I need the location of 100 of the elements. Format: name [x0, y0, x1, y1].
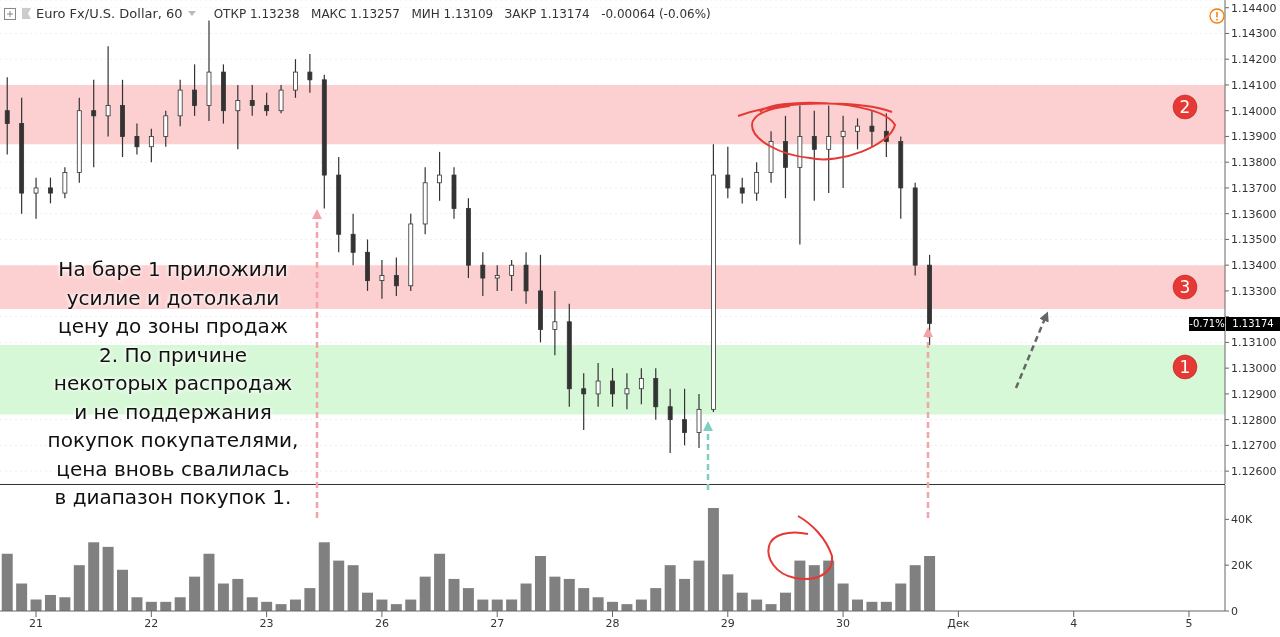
bar — [44, 594, 56, 611]
bar — [16, 583, 28, 611]
bar — [246, 597, 258, 611]
bar — [563, 578, 575, 611]
bar — [232, 578, 244, 611]
candlestick — [33, 177, 39, 220]
y-tick-label: 1.13400 — [1231, 259, 1277, 273]
bar — [117, 569, 129, 611]
bar — [189, 576, 201, 611]
text: На баре 1 приложили усилие и дотолкали цену до зоны продаж 2. По причине некоторых распродаж и не поддержания покупок покупателями, цена вновь свалилась в диапазон покупок 1. — [47, 257, 299, 509]
bar — [679, 578, 691, 611]
candlestick — [307, 53, 313, 94]
y-tick-label: 1.14300 — [1231, 27, 1277, 41]
candlestick — [840, 115, 846, 189]
bar — [59, 597, 71, 611]
candlestick — [91, 79, 97, 168]
bar — [837, 583, 849, 611]
candlestick — [148, 128, 154, 163]
candlestick — [624, 372, 630, 410]
bar — [448, 578, 460, 611]
bar — [549, 576, 561, 611]
bar — [73, 565, 85, 611]
candlestick — [754, 161, 760, 202]
y-tick-label: 1.13600 — [1231, 207, 1277, 221]
bar — [924, 556, 936, 611]
candlestick — [682, 388, 687, 446]
y-tick-label: 1.14000 — [1231, 104, 1277, 118]
candlestick — [235, 84, 241, 150]
y-tick-label: 0 — [1231, 604, 1238, 618]
y-tick-label: 1.12900 — [1231, 387, 1277, 401]
candlestick — [437, 151, 442, 202]
bar — [203, 553, 215, 611]
bar — [808, 565, 820, 611]
x-tick-label: 4 — [1070, 616, 1078, 630]
candlestick — [48, 177, 53, 204]
bar — [304, 588, 316, 611]
y-tick-label: 1.13700 — [1231, 181, 1277, 195]
candlestick — [826, 104, 832, 194]
x-tick-label: 29 — [720, 616, 735, 630]
bar — [520, 583, 532, 611]
bar — [707, 507, 719, 611]
x-tick-label: Дек — [947, 616, 970, 630]
bar — [333, 560, 345, 611]
x-tick-label: 5 — [1185, 616, 1193, 630]
bar — [779, 592, 791, 611]
x-tick-label: 23 — [259, 616, 274, 630]
y-tick-label: 40K — [1231, 513, 1253, 527]
bar — [318, 542, 330, 611]
y-tick-label: 1.13900 — [1231, 130, 1277, 144]
candlestick — [379, 259, 385, 300]
y-tick-label: 1.12600 — [1231, 465, 1277, 479]
bar — [362, 592, 374, 611]
bar — [664, 565, 676, 611]
bar — [419, 576, 431, 611]
candlestick — [595, 362, 601, 408]
candlestick — [393, 256, 399, 297]
y-tick-label: 1.13800 — [1231, 156, 1277, 170]
bar — [347, 565, 359, 611]
bar — [434, 553, 446, 611]
bar — [693, 560, 705, 611]
x-tick-label: 21 — [29, 616, 44, 630]
bar — [131, 597, 143, 611]
bar — [736, 592, 748, 611]
bar — [102, 546, 114, 611]
bar — [88, 542, 100, 611]
bar — [1, 553, 13, 611]
bar — [174, 597, 186, 611]
band-label: 3 — [1179, 277, 1191, 298]
text: ОТКР 1.13238 МАКС 1.13257 МИН 1.13109 ЗАКР 1.13174 -0.00064 (-0.06%) — [213, 6, 711, 21]
text: 1.13174 — [1226, 317, 1280, 332]
y-tick-label: 1.12700 — [1231, 439, 1277, 453]
band-label: 1 — [1179, 356, 1191, 377]
y-tick-label: 1.14100 — [1231, 78, 1277, 92]
candlestick — [869, 110, 875, 148]
x-tick-label: 26 — [374, 616, 389, 630]
bar — [534, 556, 546, 611]
candlestick — [494, 264, 500, 292]
candlestick — [638, 367, 644, 405]
candlestick — [4, 76, 10, 156]
bar — [722, 574, 734, 611]
candlestick — [855, 117, 860, 150]
candlestick — [739, 177, 745, 204]
band-label: 2 — [1179, 96, 1191, 117]
y-tick-label: 1.13300 — [1231, 284, 1277, 298]
candlestick — [480, 251, 486, 297]
candlestick — [811, 110, 817, 202]
candlestick — [105, 45, 111, 138]
y-tick-label: 1.13100 — [1231, 336, 1277, 350]
candlestick — [293, 58, 298, 99]
candlestick — [163, 110, 169, 148]
candlestick — [350, 213, 356, 266]
candlestick — [278, 84, 284, 114]
bar — [217, 583, 229, 611]
y-tick-label: 20K — [1231, 559, 1253, 573]
candlestick — [667, 388, 673, 454]
candlestick — [509, 259, 515, 292]
candlestick — [552, 290, 558, 356]
candlestick — [62, 166, 68, 199]
y-tick-label: 1.12800 — [1231, 413, 1277, 427]
candlestick — [264, 92, 270, 117]
